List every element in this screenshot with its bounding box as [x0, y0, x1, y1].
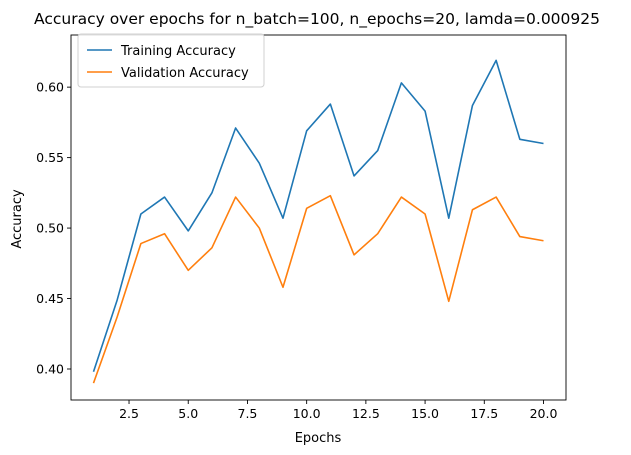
y-tick-label: 0.45 — [36, 291, 64, 306]
legend: Training Accuracy Validation Accuracy — [77, 33, 265, 88]
x-tick-label: 17.5 — [470, 406, 498, 421]
x-tick-label: 5.0 — [178, 406, 198, 421]
training-accuracy-line — [92, 59, 544, 373]
x-axis: 2.5 5.0 7.5 10.0 12.5 15.0 17.5 20.0 — [119, 400, 557, 421]
validation-accuracy-line — [92, 194, 544, 384]
x-tick-label: 15.0 — [411, 406, 439, 421]
x-tick-label: 7.5 — [238, 406, 258, 421]
legend-label-training: Training Accuracy — [120, 44, 236, 59]
plot-marks — [92, 59, 544, 384]
legend-box — [77, 33, 265, 88]
x-tick-label: 10.0 — [293, 406, 321, 421]
legend-label-validation: Validation Accuracy — [121, 66, 249, 81]
plot-frame — [70, 34, 567, 401]
y-tick-label: 0.60 — [36, 80, 64, 95]
x-tick-label: 20.0 — [530, 406, 558, 421]
chart-title: Accuracy over epochs for n_batch=100, n_… — [34, 10, 600, 29]
x-axis-label: Epochs — [295, 431, 342, 446]
x-tick-label: 2.5 — [119, 406, 139, 421]
y-tick-label: 0.50 — [36, 221, 64, 236]
y-tick-label: 0.40 — [36, 361, 64, 376]
x-tick-label: 12.5 — [352, 406, 380, 421]
y-axis-label: Accuracy — [10, 189, 25, 249]
y-axis: 0.40 0.45 0.50 0.55 0.60 — [36, 80, 71, 376]
y-tick-label: 0.55 — [36, 150, 64, 165]
